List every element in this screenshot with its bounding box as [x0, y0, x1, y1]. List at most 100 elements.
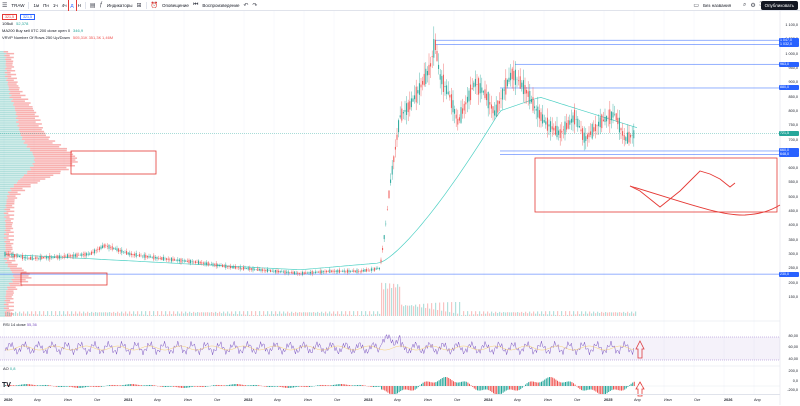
time-axis[interactable]: 2020 Апр Июл Окт 2021 Апр Июл Окт 2022 Апр Июл Окт 2…: [0, 394, 780, 406]
ao-bar: [381, 386, 382, 390]
volume-profile-row: [0, 222, 6, 224]
volume-profile-row: [10, 90, 23, 93]
volume-profile-row: [0, 199, 7, 201]
ao-bar: [429, 381, 430, 386]
volume-bar: [461, 315, 463, 316]
volume-bar: [121, 311, 123, 316]
volume-profile-row: [5, 60, 14, 62]
buy-price-box[interactable]: 321,5: [20, 13, 35, 20]
chart-type-icon[interactable]: ▤: [89, 2, 96, 9]
templates-icon[interactable]: ⊞: [136, 2, 142, 9]
search-icon[interactable]: ⌕: [743, 1, 747, 8]
candle-body: [447, 91, 449, 95]
menu-icon[interactable]: ☰: [2, 2, 8, 9]
volume-profile-row: [0, 136, 23, 138]
ao-bar: [438, 380, 440, 386]
publish-button[interactable]: Опубликовать: [760, 1, 798, 10]
ao-bar: [494, 386, 496, 395]
replay-icon[interactable]: ⏮: [192, 1, 199, 8]
candle-body: [426, 70, 428, 76]
price-axis-label: 750,0: [788, 123, 798, 128]
volume-bar: [115, 312, 117, 316]
volume-profile-row: [0, 102, 14, 104]
ao-bar: [627, 386, 629, 387]
ao-bar: [336, 384, 338, 386]
volume-profile-row: [0, 180, 19, 182]
volume-profile-row: [0, 261, 6, 264]
interval-pn[interactable]: Пн: [43, 2, 49, 8]
sell-price-box[interactable]: 321,5: [2, 13, 17, 20]
candle-body: [158, 258, 160, 259]
volume-bar: [319, 312, 321, 316]
ao-bar: [472, 386, 474, 387]
ao-bar: [461, 381, 462, 386]
ao-bar: [21, 384, 22, 386]
volume-profile-row: [0, 60, 6, 62]
ao-bar: [323, 385, 325, 386]
interval-day[interactable]: Д: [67, 0, 77, 12]
layout-icon[interactable]: ▭: [693, 2, 700, 9]
volume-profile-row: [4, 299, 11, 302]
layout-name[interactable]: Без названия: [703, 2, 732, 8]
interval-1h[interactable]: 1ч: [52, 2, 58, 8]
candle-body: [55, 256, 57, 258]
candle-body: [274, 269, 276, 273]
ao-bar: [147, 385, 149, 386]
ao-bar: [152, 385, 154, 386]
volume-profile-row: [0, 292, 7, 294]
chart-canvas[interactable]: [0, 11, 800, 405]
rsi-label: RSI 14 close 55,36: [3, 322, 37, 327]
volume-profile-row: [9, 267, 22, 270]
ao-bar: [558, 381, 560, 386]
candle-body: [124, 252, 126, 253]
redo-icon[interactable]: ↷: [252, 2, 258, 9]
indicators-icon[interactable]: ƒ: [99, 2, 103, 8]
candle-body: [26, 257, 28, 259]
replay-button[interactable]: Воспроизведение: [202, 2, 240, 8]
candle-body: [510, 72, 512, 81]
legend-row2-value: 346,9: [73, 28, 84, 33]
settings-icon[interactable]: ⚙: [750, 2, 756, 9]
interval-1m[interactable]: 1м: [33, 2, 40, 8]
volume-bar: [203, 312, 205, 316]
candle-body: [222, 264, 224, 268]
volume-profile-row: [0, 146, 27, 148]
alert-button[interactable]: Оповещение: [161, 2, 189, 8]
indicators-button[interactable]: Индикаторы: [106, 2, 133, 8]
candle-body: [615, 113, 617, 121]
candle-body: [268, 270, 270, 272]
interval-week[interactable]: Н: [77, 2, 81, 8]
price-axis-label: 600,0: [788, 166, 798, 171]
candle-body: [350, 270, 352, 272]
ao-bar: [536, 382, 538, 386]
candle-body: [255, 269, 257, 270]
candle-body: [191, 261, 193, 263]
ao-bar: [288, 386, 290, 388]
ao-bar: [169, 386, 171, 387]
ao-bar: [453, 381, 454, 386]
volume-bar: [259, 311, 261, 316]
candle-body: [103, 244, 105, 248]
interval-4h[interactable]: 4ч: [61, 2, 67, 8]
time-axis-label: Апр: [154, 398, 161, 402]
candle-body: [143, 254, 145, 258]
volume-bar: [575, 314, 577, 316]
volume-bar: [21, 313, 23, 316]
ao-bar: [430, 382, 432, 386]
symbol-search[interactable]: TRAW: [11, 2, 25, 8]
candle-body: [201, 262, 203, 264]
ao-bar: [216, 384, 218, 386]
price-axis[interactable]: 1 100,01 050,01 000,0950,0900,0850,0800,…: [780, 0, 800, 394]
candle-body: [282, 271, 284, 273]
ao-label: AO 0,8: [3, 366, 15, 371]
ao-bar: [64, 386, 66, 387]
ao-bar: [363, 385, 365, 386]
ao-bar: [347, 384, 349, 386]
ao-bar: [597, 386, 598, 393]
undo-icon[interactable]: ↶: [243, 2, 249, 9]
volume-bar: [447, 302, 449, 316]
candle-body: [226, 266, 228, 267]
alert-icon[interactable]: ⏰: [150, 2, 158, 9]
ao-bar: [302, 386, 304, 387]
time-axis-label: Апр: [34, 398, 41, 402]
